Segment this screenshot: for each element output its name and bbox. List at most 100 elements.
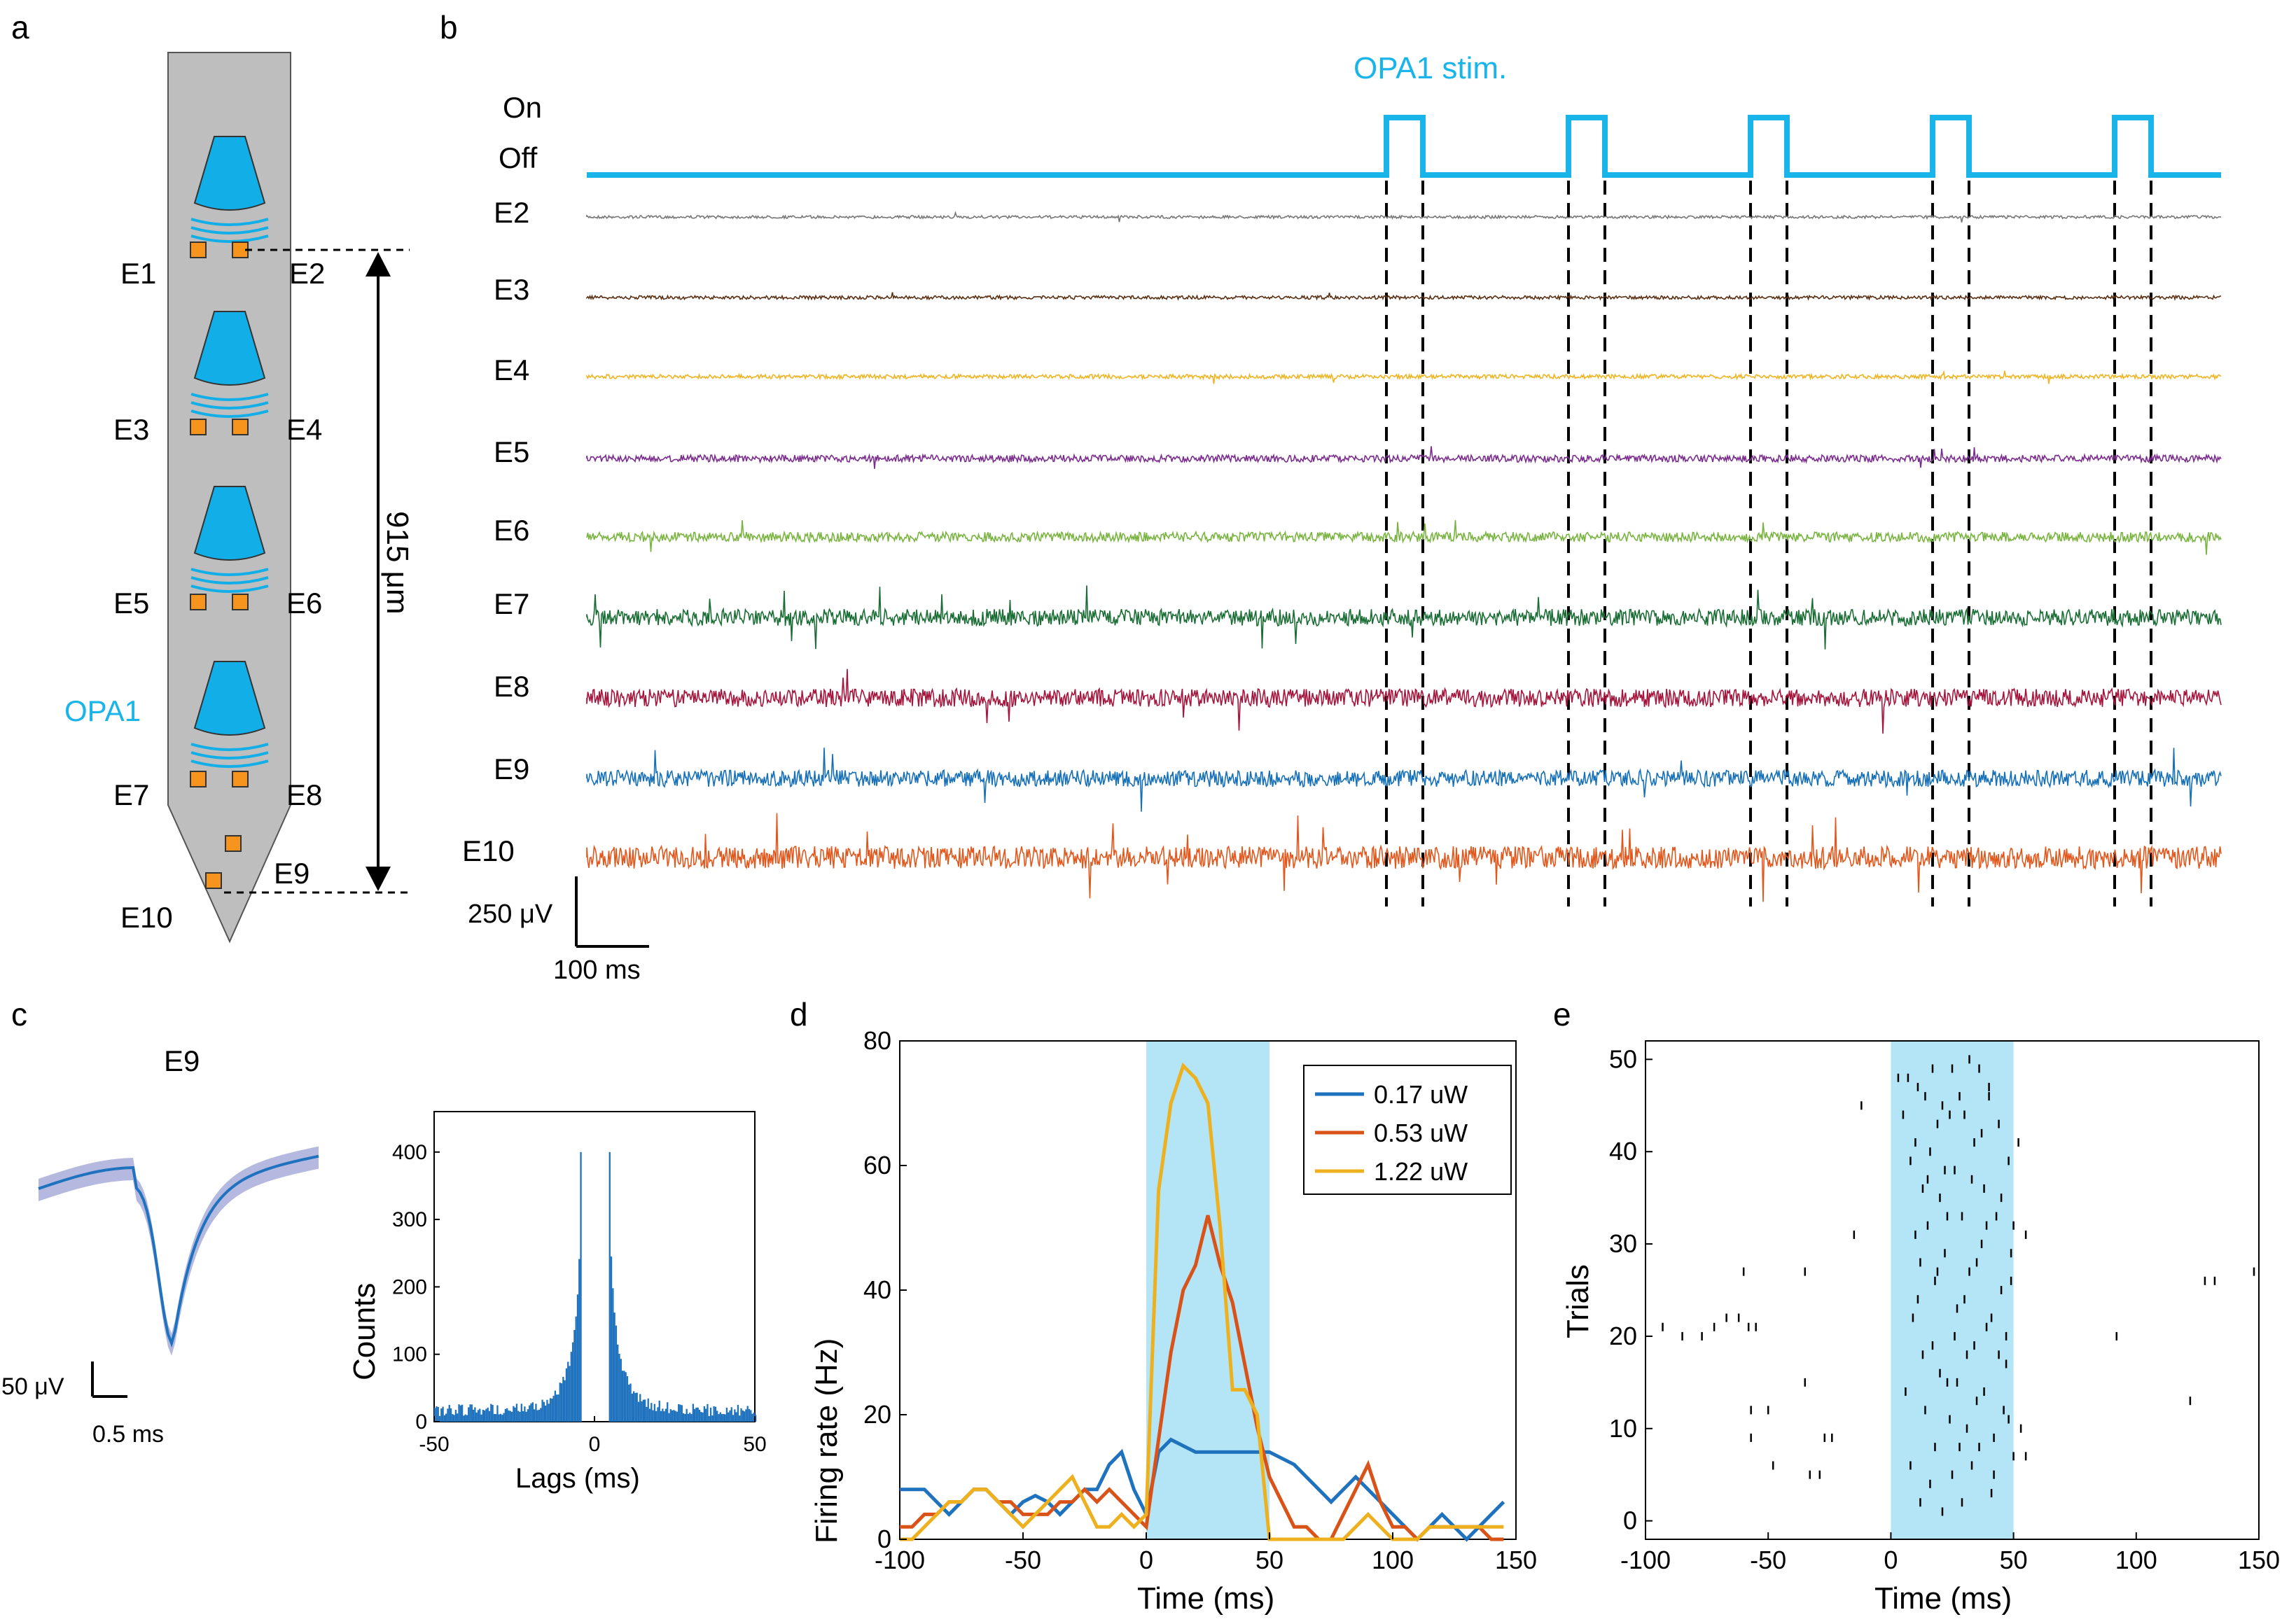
acg-bar [684,1413,686,1422]
acg-bar [506,1408,508,1422]
acg-bar [440,1408,443,1422]
acg-bar [693,1408,696,1422]
acg-bar [629,1383,632,1422]
acg-ytick-label: 200 [392,1275,427,1298]
acg-bar [474,1407,476,1422]
led-group [190,136,269,768]
led-icon [193,486,266,561]
acg-bar [529,1405,531,1422]
acg-bar [498,1414,500,1422]
acg-bar [541,1399,543,1422]
acg-bar [452,1414,454,1422]
panel-e: e -100 -50 0 50 100 150 0 10 20 30 40 50 Trials Tim… [1553,996,2280,1616]
acg-bar [641,1401,643,1422]
acg-bar [728,1412,730,1422]
light-wave-icon [190,401,269,410]
channel-label-e6: E6 [494,514,529,547]
acg-bar [703,1406,706,1422]
acg-bar [487,1407,489,1422]
acg-bar [708,1415,710,1422]
acg-xtick-label: 0 [589,1433,601,1456]
acg-bar [557,1394,559,1422]
acg-bar [739,1415,741,1422]
acg-bar [479,1408,481,1422]
acg-bar [436,1406,438,1422]
acg-bar [480,1414,482,1422]
acg-bar [732,1415,735,1422]
raster-ylabel: Trials [1561,1264,1595,1338]
raster-stim-shade [1891,1041,2014,1539]
light-wave-icon [190,393,269,401]
acg-bar [472,1409,475,1422]
channel-label-e10: E10 [462,834,515,867]
acg-bar [483,1410,486,1422]
acg-bar [698,1410,701,1422]
light-wave-icon [190,584,269,593]
rate-xtick-label: -100 [875,1546,925,1574]
raster-xtick-label: -100 [1620,1546,1671,1574]
light-wave-icon [190,743,269,751]
acg-bar [554,1390,557,1422]
acg-bar [571,1342,574,1422]
acg-bar [519,1411,521,1422]
acg-bar [642,1399,644,1422]
waveform-title: E9 [164,1044,200,1077]
opa1-label: OPA1 [64,694,141,727]
acg-bar [578,1259,580,1422]
acg-bar [719,1412,721,1422]
acg-ytick-label: 100 [392,1343,427,1366]
acg-xtick-label: 50 [743,1433,766,1456]
channel-label-e5: E5 [494,435,529,468]
acg-bar [668,1413,670,1422]
trace-e3 [586,292,2221,302]
electrode-label-e8: E8 [286,778,322,811]
acg-bar [618,1353,620,1422]
acg-bar [575,1316,577,1422]
acg-bar [458,1404,460,1422]
acg-bar [567,1362,569,1422]
raster-ticks: -100 -50 0 50 100 150 0 10 20 30 40 50 [1609,1044,2280,1574]
dimension-label: 915 μm [380,511,415,615]
stim-dash-lines [1385,181,2152,906]
electrode-label-e1: E1 [120,257,156,290]
acg-bar [658,1400,660,1422]
panel-c-letter: c [11,996,27,1032]
light-wave-icon [190,751,269,760]
trace-e4 [586,370,2222,384]
raster-xtick-label: 100 [2115,1546,2157,1574]
acg-bar [549,1398,552,1422]
acg-bar [493,1413,496,1422]
rate-series [900,1062,1505,1542]
raster-xtick-label: 50 [2000,1546,2028,1574]
electrode-label-e3: E3 [113,413,149,446]
rate-ticks: -100 -50 0 50 100 150 0 20 40 60 80 [863,1026,1537,1574]
acg-bar [663,1411,665,1422]
panel-b-letter: b [440,9,458,46]
panel-d-letter: d [790,996,808,1032]
acg-bar [671,1410,674,1422]
acg-bar [453,1415,455,1422]
light-wave-icon [190,568,269,576]
acg-bar [643,1399,646,1422]
acg-bar [545,1405,547,1422]
acg-bar [514,1407,516,1422]
rate-ytick-label: 0 [877,1525,891,1553]
acg-bar [689,1413,691,1422]
raster-xlabel: Time (ms) [1874,1581,2012,1616]
acg-bar [459,1405,461,1422]
acg-bar [705,1408,707,1422]
acg-bar [674,1410,676,1422]
acg-bar [564,1380,566,1422]
acg-bar [548,1404,550,1422]
acg-bar [613,1312,615,1422]
acg-bar [625,1372,627,1422]
rate-xtick-label: 100 [1372,1546,1414,1574]
acg-bar [531,1402,534,1422]
acg-bar [621,1371,624,1422]
acg-bar [445,1413,447,1422]
raster-ytick-label: 40 [1609,1137,1637,1166]
acg-bar [620,1359,622,1422]
acg-bar [469,1404,471,1422]
channel-label-e2: E2 [494,196,529,229]
acg-bar [750,1410,752,1422]
